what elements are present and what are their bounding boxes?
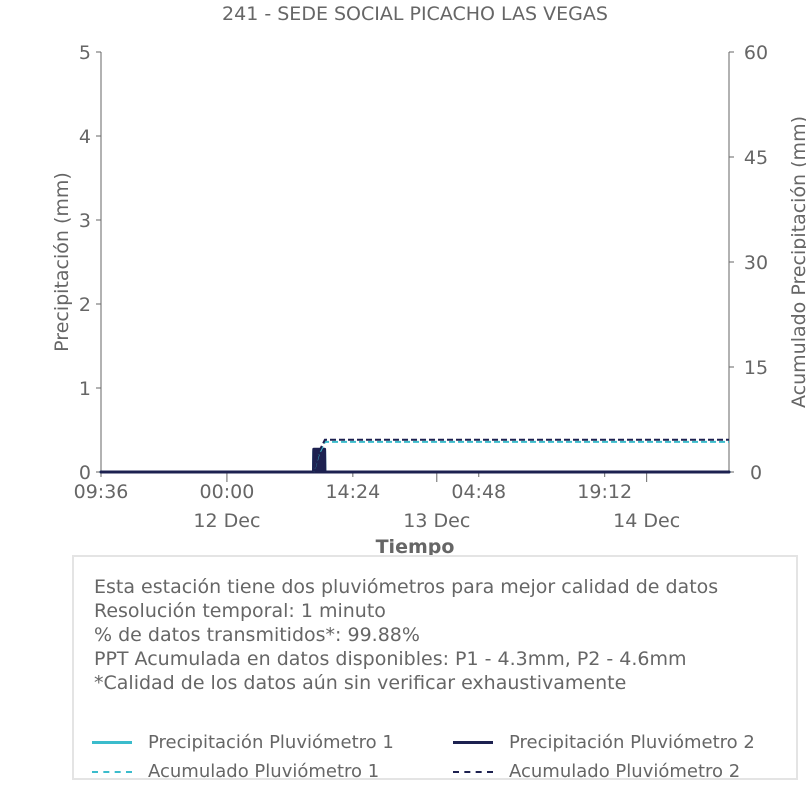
y2-tick-label: 60: [744, 42, 768, 64]
info-line: % de datos transmitidos*: 99.88%: [94, 624, 420, 646]
y2-axis-label: Acumulado Precipitación (mm): [788, 116, 806, 408]
info-line: PPT Acumulada en datos disponibles: P1 -…: [94, 648, 687, 670]
info-line: Resolución temporal: 1 minuto: [94, 600, 386, 622]
y2-tick-label: 30: [744, 252, 768, 274]
y-tick-label: 3: [79, 210, 91, 232]
legend-item-acc1: Acumulado Pluviómetro 1: [92, 761, 379, 782]
legend-swatch: [92, 741, 132, 744]
info-box: Esta estación tiene dos pluviómetros par…: [72, 555, 798, 782]
x-tick-sublabel: 14 Dec: [613, 510, 680, 532]
legend-label: Precipitación Pluviómetro 1: [148, 732, 394, 753]
x-tick-label: 04:48: [451, 481, 506, 503]
info-line: Esta estación tiene dos pluviómetros par…: [94, 576, 719, 598]
y2-tick-label: 45: [744, 147, 768, 169]
legend-swatch: [453, 741, 493, 744]
legend-item-p1: Precipitación Pluviómetro 1: [92, 732, 394, 753]
series-2-precip: [99, 447, 731, 474]
y2-tick-label: 0: [750, 462, 762, 484]
series-4-accum: [101, 438, 729, 473]
legend-item-acc2: Acumulado Pluviómetro 2: [453, 761, 740, 782]
info-line: *Calidad de los datos aún sin verificar …: [94, 672, 627, 694]
legend-label: Acumulado Pluviómetro 1: [148, 761, 380, 782]
chart-title: 241 - SEDE SOCIAL PICACHO LAS VEGAS: [222, 3, 608, 25]
legend-label: Acumulado Pluviómetro 2: [509, 761, 741, 782]
x-tick-label: 09:36: [74, 481, 129, 503]
x-tick-label: 19:12: [577, 481, 632, 503]
legend-label: Precipitación Pluviómetro 2: [509, 732, 755, 753]
x-tick-label: 00:00: [200, 481, 255, 503]
legend-swatch: [92, 770, 132, 773]
y-tick-label: 5: [79, 42, 91, 64]
series-3-accum: [101, 440, 729, 473]
x-tick-sublabel: 13 Dec: [403, 510, 470, 532]
y2-tick-label: 15: [744, 357, 768, 379]
legend-item-p2: Precipitación Pluviómetro 2: [453, 732, 755, 753]
y-tick-label: 2: [79, 294, 91, 316]
x-tick-sublabel: 12 Dec: [193, 510, 260, 532]
legend-swatch: [453, 770, 493, 773]
y-axis-label: Precipitación (mm): [51, 172, 73, 352]
x-axis-label: Tiempo: [376, 536, 455, 558]
x-tick-label: 14:24: [325, 481, 380, 503]
y-tick-label: 4: [79, 126, 91, 148]
y-tick-label: 1: [79, 378, 91, 400]
series-1-precip: [99, 449, 731, 474]
y-tick-label: 0: [79, 462, 91, 484]
